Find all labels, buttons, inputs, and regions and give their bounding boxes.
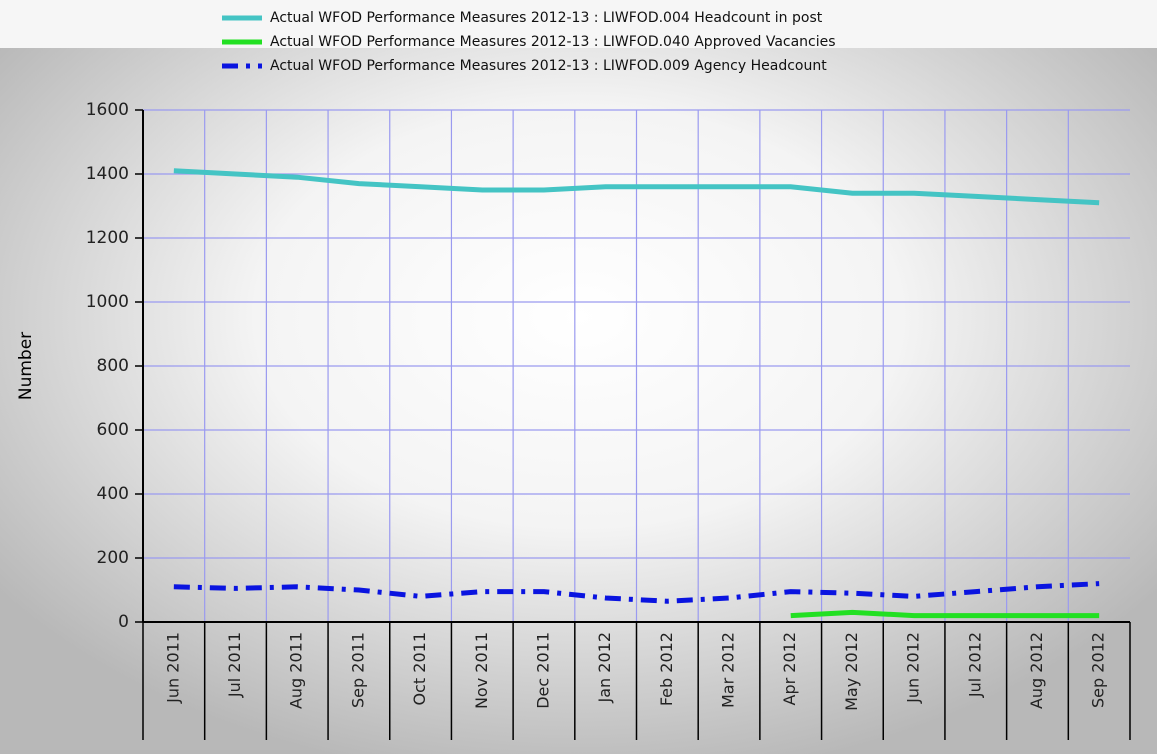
- x-tick-label: Feb 2012: [657, 632, 676, 706]
- x-tick-label: Aug 2012: [1027, 632, 1046, 709]
- x-tick-label: May 2012: [842, 632, 861, 711]
- x-tick-label: Apr 2012: [780, 632, 799, 705]
- x-tick-label: Jun 2012: [904, 632, 923, 704]
- y-tick-label: 1000: [86, 292, 129, 312]
- x-tick-label: Jun 2011: [163, 632, 182, 704]
- y-axis-label: Number: [16, 332, 36, 400]
- legend-label: Actual WFOD Performance Measures 2012-13…: [270, 58, 827, 74]
- series-line: [173, 168, 1100, 206]
- y-tick-label: 1600: [86, 100, 129, 120]
- y-tick-label: 0: [118, 612, 129, 632]
- legend-label: Actual WFOD Performance Measures 2012-13…: [270, 10, 823, 26]
- legend-strip: [0, 0, 1157, 48]
- y-tick-label: 600: [97, 420, 129, 440]
- y-tick-label: 800: [97, 356, 129, 376]
- x-tick-label: Aug 2011: [287, 632, 306, 709]
- x-tick-label: Sep 2011: [348, 632, 367, 708]
- legend-label: Actual WFOD Performance Measures 2012-13…: [270, 34, 836, 50]
- x-tick-label: Jul 2011: [225, 632, 244, 698]
- x-tick-label: Dec 2011: [533, 632, 552, 709]
- series-line: [790, 609, 1100, 619]
- x-tick-label: Mar 2012: [719, 632, 738, 708]
- x-tick-label: Sep 2012: [1089, 632, 1108, 708]
- x-tick-label: Jul 2012: [965, 632, 984, 698]
- y-tick-label: 200: [97, 548, 129, 568]
- x-tick-label: Oct 2011: [410, 632, 429, 705]
- y-tick-label: 1200: [86, 228, 129, 248]
- series-line: [173, 581, 1100, 604]
- y-tick-label: 1400: [86, 164, 129, 184]
- x-tick-label: Jan 2012: [595, 632, 614, 703]
- x-tick-label: Nov 2011: [472, 632, 491, 709]
- y-tick-label: 400: [97, 484, 129, 504]
